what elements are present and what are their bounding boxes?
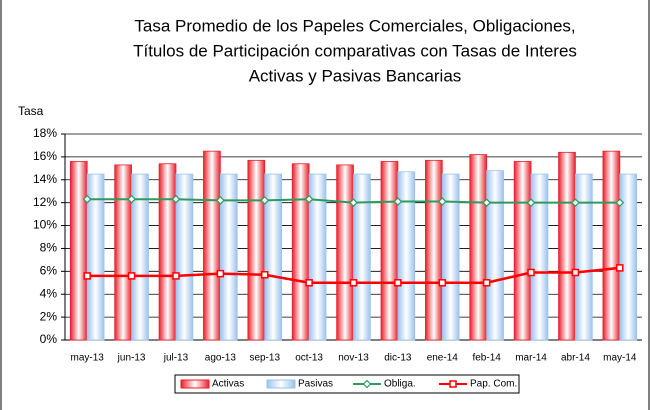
- y-tick-label: 10%: [33, 218, 57, 232]
- bar: [380, 161, 399, 341]
- point: [260, 271, 269, 279]
- point: [482, 198, 492, 208]
- bar: [264, 173, 282, 341]
- point: [394, 279, 402, 287]
- bar: [353, 173, 371, 341]
- x-tick-label: ene-14: [427, 353, 459, 364]
- y-tick-label: 2%: [40, 309, 58, 323]
- legend-swatch: [266, 379, 296, 389]
- legend-marker: [362, 379, 372, 389]
- y-tick-label: 0%: [40, 332, 58, 346]
- legend: Activas Pasivas Obliga. Pap. Com.: [174, 374, 520, 394]
- point: [571, 198, 580, 208]
- legend-label: Activas: [212, 379, 244, 390]
- point: [349, 198, 358, 208]
- point: [437, 197, 447, 206]
- y-tick-label: 6%: [40, 264, 58, 278]
- bar: [397, 171, 416, 341]
- point: [438, 279, 447, 287]
- bar: [247, 159, 266, 341]
- point: [127, 272, 136, 280]
- y-tick-label: 14%: [33, 172, 57, 186]
- x-tick-label: nov-13: [338, 353, 369, 364]
- legend-label: Pap. Com.: [470, 379, 517, 390]
- x-tick-label: sep-13: [249, 353, 280, 364]
- bar: [291, 163, 310, 341]
- point: [527, 268, 535, 277]
- bar: [425, 159, 443, 341]
- bar: [486, 170, 504, 341]
- point: [171, 194, 181, 204]
- x-tick-label: oct-13: [295, 353, 323, 364]
- bar: [469, 154, 488, 341]
- legend-swatch: [180, 379, 210, 389]
- point: [349, 279, 358, 287]
- x-tick-label: ago-13: [205, 353, 237, 364]
- legend-marker: [449, 380, 457, 388]
- legend-label: Pasivas: [298, 379, 333, 390]
- point: [571, 268, 580, 277]
- point: [304, 194, 314, 204]
- y-tick-label: 18%: [33, 126, 57, 140]
- x-tick-label: may-14: [603, 353, 637, 364]
- bar: [336, 164, 354, 341]
- bar: [513, 161, 532, 341]
- point: [305, 279, 313, 287]
- point: [82, 194, 92, 204]
- point: [616, 264, 624, 272]
- bar: [69, 161, 88, 341]
- y-tick-label: 12%: [33, 195, 57, 209]
- bar: [602, 150, 621, 341]
- chart-title: Tasa Promedio de los Papeles Comerciales…: [134, 16, 575, 35]
- x-tick-label: jun-13: [117, 353, 146, 364]
- point: [615, 198, 625, 208]
- bar: [558, 151, 576, 341]
- legend-label: Obliga.: [384, 379, 416, 390]
- bar: [575, 173, 593, 341]
- point: [215, 196, 225, 205]
- y-tick-label: 8%: [40, 241, 58, 255]
- bar: [114, 164, 132, 341]
- bar: [530, 173, 549, 341]
- bar: [158, 163, 177, 341]
- point: [127, 194, 136, 204]
- point: [216, 269, 225, 278]
- bar: [175, 173, 194, 341]
- bar: [131, 173, 149, 341]
- bar: [308, 173, 327, 341]
- x-tick-label: may-13: [71, 353, 105, 364]
- bar: [219, 173, 238, 341]
- bar: [441, 173, 460, 341]
- x-tick-label: mar-14: [515, 353, 547, 364]
- x-tick-label: feb-14: [472, 353, 501, 364]
- bar: [203, 150, 221, 341]
- y-axis-label: Tasa: [18, 104, 44, 118]
- y-tick-label: 16%: [33, 149, 57, 163]
- point: [83, 272, 91, 280]
- point: [482, 279, 491, 287]
- y-tick-label: 4%: [40, 286, 58, 300]
- point: [172, 272, 180, 280]
- chart-title: Activas y Pasivas Bancarias: [249, 66, 462, 85]
- point: [526, 198, 536, 208]
- legend-box: [174, 374, 520, 394]
- chart-title: Títulos de Participación comparativas co…: [133, 41, 577, 60]
- x-tick-label: dic-13: [384, 353, 412, 364]
- bar: [86, 173, 105, 341]
- point: [260, 196, 270, 205]
- point: [393, 197, 403, 206]
- x-tick-label: abr-14: [561, 353, 590, 364]
- bar: [619, 173, 638, 341]
- x-tick-label: jul-13: [163, 353, 189, 364]
